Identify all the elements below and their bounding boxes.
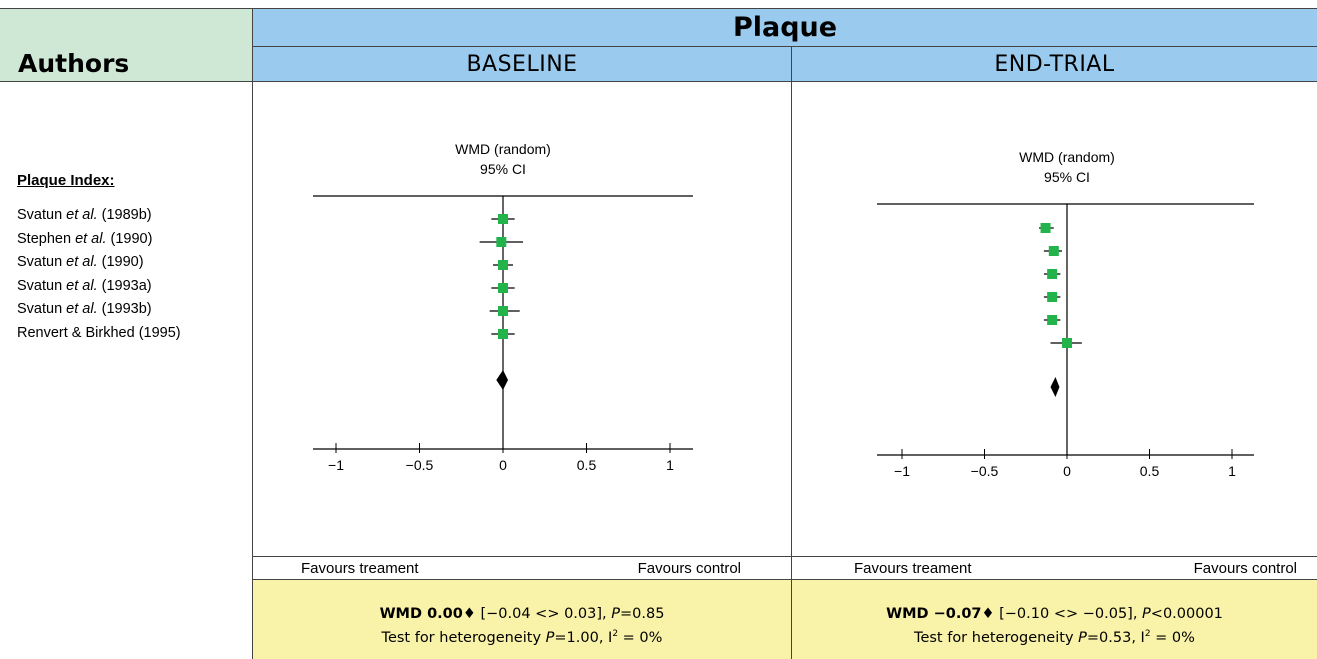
favours-treatment-label: Favours treament	[854, 559, 972, 577]
forest-plot-title: WMD (random)	[455, 141, 551, 157]
study-point	[498, 306, 508, 316]
endtrial-favours-row: Favours treament Favours control	[792, 556, 1317, 580]
baseline-forest-plot: WMD (random) 95% CI −1 −0.5 0 0.5 1	[313, 141, 693, 473]
baseline-heterogeneity-line: Test for heterogeneity P=1.00, I2 = 0%	[381, 629, 663, 646]
baseline-favours-row: Favours treament Favours control	[253, 556, 792, 580]
baseline-summary: WMD 0.00♦ [−0.04 <> 0.03], P=0.85 Test f…	[253, 580, 792, 659]
x-tick-label: 1	[666, 457, 674, 473]
study-point	[1047, 269, 1058, 279]
study-point	[1047, 292, 1058, 302]
study-point	[498, 214, 508, 224]
author-item: Renvert & Birkhed (1995)	[17, 324, 181, 341]
study-point	[1048, 246, 1059, 256]
study-point	[1040, 223, 1051, 233]
baseline-wmd-line: WMD 0.00♦ [−0.04 <> 0.03], P=0.85	[379, 606, 665, 622]
authors-header: Authors	[18, 49, 130, 78]
author-item: Svatun et al. (1993b)	[17, 301, 152, 317]
study-point	[498, 329, 508, 339]
forest-plot-subtitle: 95% CI	[480, 161, 526, 177]
plaque-index-title: Plaque Index:	[17, 172, 115, 189]
plaque-title: Plaque	[253, 8, 1317, 47]
author-item: Svatun et al. (1990)	[17, 254, 144, 270]
study-point	[1047, 315, 1058, 325]
authors-column: Plaque Index: Svatun et al. (1989b) Step…	[0, 82, 253, 659]
author-item: Stephen et al. (1990)	[17, 230, 153, 247]
favours-treatment-label: Favours treament	[301, 559, 419, 577]
x-tick-label: 0	[1063, 463, 1071, 479]
x-tick-label: 1	[1228, 463, 1236, 479]
endtrial-summary: WMD −0.07♦ [−0.10 <> −0.05], P<0.00001 T…	[792, 580, 1317, 659]
endtrial-wmd-line: WMD −0.07♦ [−0.10 <> −0.05], P<0.00001	[886, 606, 1223, 622]
x-tick-label: 0	[499, 457, 507, 473]
author-item: Svatun et al. (1993a)	[17, 277, 152, 294]
favours-control-label: Favours control	[637, 559, 741, 577]
favours-control-label: Favours control	[1193, 559, 1297, 577]
endtrial-header: END-TRIAL	[792, 47, 1317, 82]
x-tick-label: −0.5	[971, 463, 999, 479]
endtrial-heterogeneity-line: Test for heterogeneity P=0.53, I2 = 0%	[914, 629, 1195, 646]
x-tick-label: −0.5	[406, 457, 434, 473]
author-item: Svatun et al. (1989b)	[17, 207, 152, 223]
study-point	[498, 283, 508, 293]
forest-plot-subtitle: 95% CI	[1044, 169, 1090, 185]
pooled-diamond	[496, 370, 509, 390]
x-tick-label: −1	[328, 457, 344, 473]
authors-header-cell	[0, 8, 253, 82]
x-tick-label: 0.5	[577, 457, 597, 473]
baseline-plot-cell	[253, 82, 792, 556]
forest-plot-title: WMD (random)	[1019, 149, 1115, 165]
study-point	[496, 237, 507, 247]
study-point	[498, 260, 508, 270]
pooled-diamond	[1050, 377, 1060, 397]
authors-list: Svatun et al. (1989b) Stephen et al. (19…	[17, 204, 181, 345]
study-point	[1062, 338, 1072, 348]
x-tick-label: 0.5	[1140, 463, 1160, 479]
baseline-header: BASELINE	[253, 47, 792, 82]
x-tick-label: −1	[894, 463, 910, 479]
endtrial-forest-plot: WMD (random) 95% CI −1 −0.5 0 0.5 1	[877, 149, 1254, 479]
